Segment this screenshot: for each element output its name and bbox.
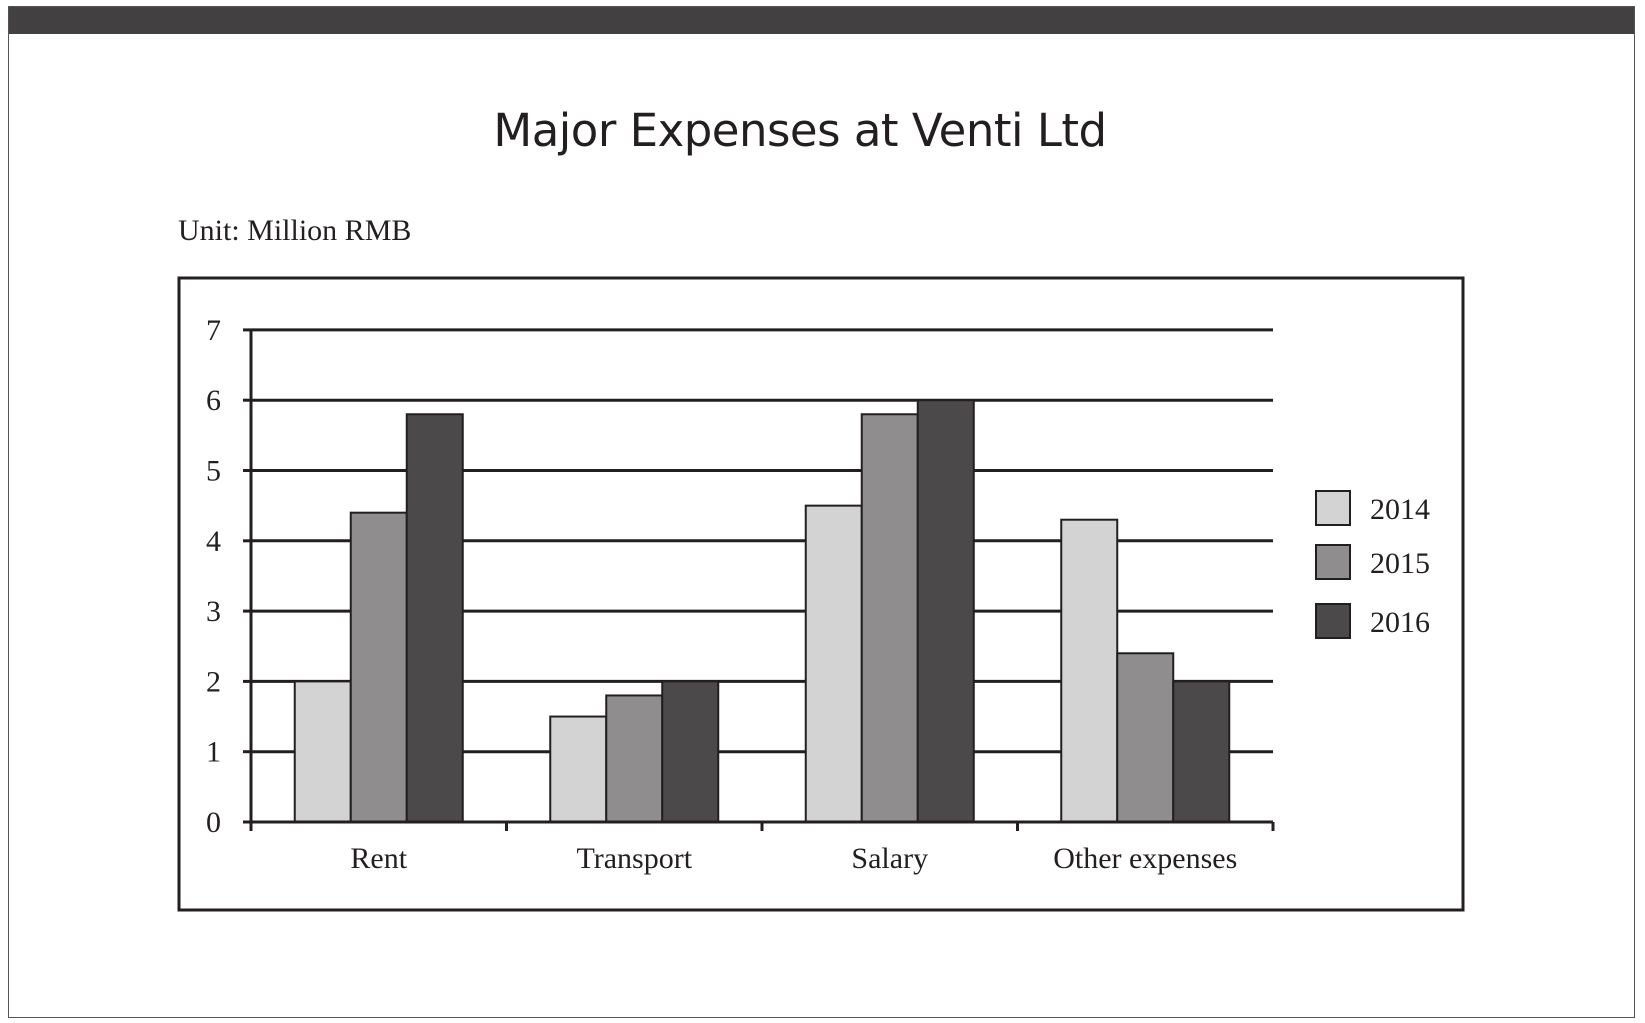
legend-label: 2016 <box>1370 606 1430 639</box>
y-tick-label: 6 <box>206 384 221 417</box>
bar <box>804 504 863 823</box>
bar <box>916 399 975 823</box>
bar <box>349 511 408 823</box>
y-tick-label: 4 <box>206 525 221 558</box>
legend-swatch <box>1315 490 1351 526</box>
bar <box>860 413 919 823</box>
bar <box>1116 652 1175 824</box>
bar <box>293 680 352 824</box>
x-category-label: Other expenses <box>1053 842 1237 875</box>
bar <box>1060 518 1119 824</box>
x-category-label: Rent <box>350 842 407 875</box>
y-tick-label: 7 <box>206 314 221 347</box>
y-tick-label: 3 <box>206 595 221 628</box>
x-category-label: Salary <box>851 842 928 875</box>
y-tick-label: 0 <box>206 806 221 839</box>
chart-title: Major Expenses at Venti Ltd <box>493 104 1107 157</box>
legend-swatch <box>1315 544 1351 580</box>
y-tick-label: 1 <box>206 736 221 769</box>
axes: 0 1 2 3 4 5 6 7 Rent Transport Salary Other expense… <box>206 314 1275 875</box>
bar <box>605 694 664 824</box>
plot-border <box>177 276 1465 912</box>
legend-label: 2015 <box>1370 547 1430 580</box>
legend-swatch <box>1315 603 1351 639</box>
y-tick-label: 2 <box>206 665 221 698</box>
x-category-label: Transport <box>576 842 692 875</box>
top-header-bar <box>9 7 1634 34</box>
bar <box>661 680 720 824</box>
unit-label: Unit: Million RMB <box>178 214 412 247</box>
bars <box>293 399 1231 824</box>
legend: 2014 2015 2016 <box>1315 490 1430 639</box>
legend-label: 2014 <box>1370 493 1430 526</box>
bar <box>549 715 608 823</box>
bar <box>405 413 464 823</box>
y-tick-label: 5 <box>206 455 221 488</box>
bar <box>1172 680 1231 824</box>
